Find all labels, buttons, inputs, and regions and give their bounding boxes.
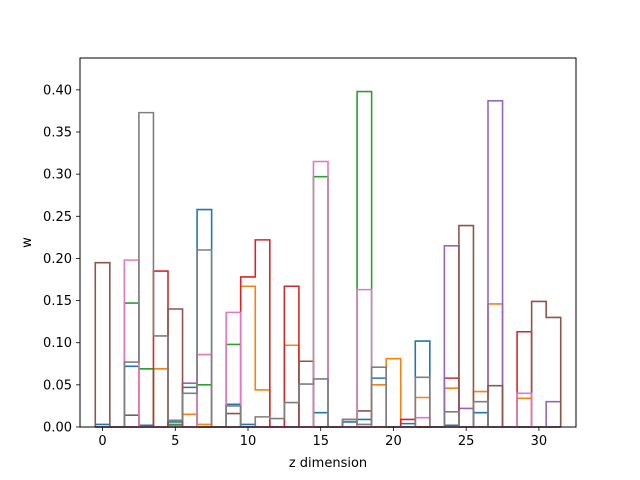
x-tick-label: 20 <box>385 434 402 449</box>
x-tick-label: 15 <box>312 434 329 449</box>
x-tick-label: 30 <box>531 434 548 449</box>
y-tick-label: 0.05 <box>43 378 72 393</box>
x-tick-label: 0 <box>98 434 106 449</box>
y-tick-label: 0.00 <box>43 421 72 436</box>
x-tick-label: 25 <box>458 434 475 449</box>
x-axis-ticks: 0 5 10 15 20 25 30 <box>98 427 547 449</box>
x-tick-label: 5 <box>171 434 179 449</box>
x-tick-label: 10 <box>240 434 257 449</box>
plot-frame <box>79 57 577 428</box>
y-axis-label: w <box>20 237 35 248</box>
y-axis-ticks: 0.00 0.05 0.10 0.15 0.20 0.25 0.30 0.35 0.40 <box>43 83 80 436</box>
x-axis-label: z dimension <box>289 456 367 471</box>
y-tick-label: 0.35 <box>43 126 72 141</box>
y-tick-label: 0.40 <box>43 83 72 98</box>
y-tick-label: 0.10 <box>43 336 72 351</box>
y-tick-label: 0.30 <box>43 168 72 183</box>
y-tick-label: 0.20 <box>43 252 72 267</box>
y-tick-label: 0.25 <box>43 210 72 225</box>
series-line-7 <box>95 111 561 428</box>
y-tick-label: 0.15 <box>43 294 72 309</box>
